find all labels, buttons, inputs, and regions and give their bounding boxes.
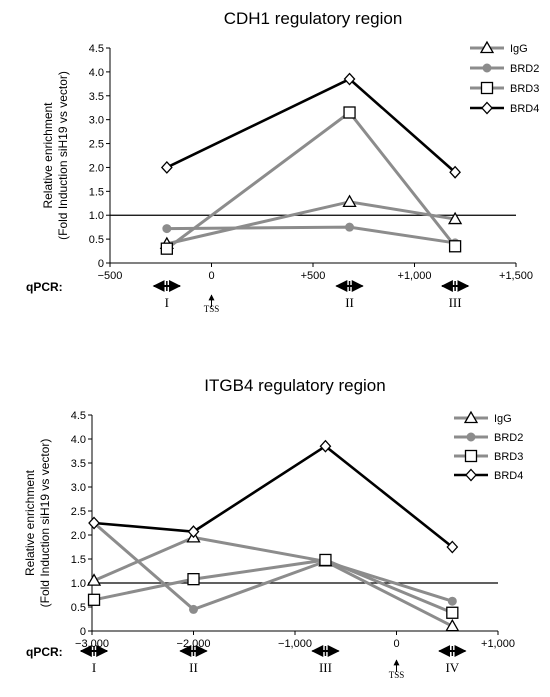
- legend-entry: BRD3: [510, 83, 539, 95]
- chart-title: ITGB4 regulatory region: [204, 376, 385, 395]
- data-point-igg: [447, 211, 463, 225]
- amplicon-label: III: [449, 295, 462, 310]
- y-tick-label: 1.5: [89, 186, 104, 198]
- x-tick-label: −500: [98, 270, 123, 282]
- x-tick-label: +1,000: [398, 270, 432, 282]
- legend-entry: BRD2: [494, 432, 523, 444]
- series-line-brd3: [93, 558, 453, 615]
- chart-2: ITGB4 regulatory region Relative enrichme…: [23, 376, 523, 680]
- y-tick-label: 2.0: [71, 530, 86, 542]
- qpcr-label: qPCR:: [26, 645, 63, 659]
- y-axis-label-line: (Fold Induction siH19 vs vector): [56, 71, 70, 240]
- data-point-brd3: [87, 593, 101, 606]
- amplicon-label: IV: [445, 660, 459, 675]
- data-point-brd3: [448, 240, 462, 253]
- x-tick-label: −3,000: [75, 638, 109, 650]
- amplicon-label: II: [189, 660, 198, 675]
- x-tick-label: +1,000: [481, 638, 515, 650]
- tss-label: TSS: [204, 304, 220, 314]
- y-axis-label-line: (Fold Induction siH19 vs vector): [38, 439, 52, 608]
- x-tick-label: +1,500: [499, 270, 533, 282]
- series-line-brd4: [93, 444, 454, 549]
- series-line-igg: [93, 535, 454, 628]
- legend-entry: BRD3: [494, 451, 523, 463]
- legend-marker: [466, 432, 476, 442]
- y-axis-label: Relative enrichment(Fold Induction siH19…: [23, 439, 52, 608]
- y-tick-label: 3.0: [89, 115, 104, 127]
- y-tick-label: 4.0: [89, 67, 104, 79]
- x-tick-label: −1,000: [278, 638, 312, 650]
- legend-entry: IgG: [494, 413, 512, 425]
- data-point-brd4: [449, 165, 461, 179]
- series-line-brd2: [93, 521, 453, 612]
- series-line-brd4: [166, 77, 456, 174]
- x-tick-label: 0: [208, 270, 214, 282]
- y-tick-label: 1.5: [71, 554, 86, 566]
- data-point-brd3: [187, 573, 200, 586]
- data-point-igg: [342, 194, 357, 207]
- y-tick-label: 2.5: [89, 139, 104, 151]
- tss-label: TSS: [389, 670, 405, 680]
- data-point-brd3: [160, 242, 173, 255]
- y-tick-label: 1.0: [71, 578, 86, 590]
- data-point-brd4: [160, 160, 173, 174]
- data-point-brd3: [343, 106, 356, 119]
- legend-entry: BRD2: [510, 63, 539, 75]
- legend-entry: IgG: [510, 43, 528, 55]
- y-tick-label: 4.5: [89, 43, 104, 55]
- legend-marker: [464, 449, 478, 463]
- amplicon-label: II: [345, 295, 354, 310]
- y-tick-label: 0.5: [89, 234, 104, 246]
- y-tick-label: 3.5: [89, 91, 104, 103]
- legend-marker: [479, 40, 495, 54]
- data-point-brd3: [319, 553, 332, 567]
- y-tick-label: 2.5: [71, 506, 86, 518]
- data-point-brd4: [343, 72, 356, 86]
- y-tick-label: 2.0: [89, 162, 104, 174]
- legend-marker: [465, 468, 477, 482]
- legend-entry: BRD4: [510, 103, 539, 115]
- amplicon-label: I: [92, 660, 96, 675]
- y-tick-label: 1.0: [89, 210, 104, 222]
- data-point-brd2: [189, 604, 198, 614]
- y-tick-label: 3.5: [71, 458, 86, 470]
- qpcr-label: qPCR:: [26, 280, 63, 294]
- y-axis-label-line: Relative enrichment: [23, 469, 37, 576]
- y-axis-label-line: Relative enrichment: [41, 102, 55, 209]
- y-tick-label: 4.0: [71, 434, 86, 446]
- data-point-brd4: [446, 540, 459, 554]
- y-tick-label: 0.5: [71, 602, 86, 614]
- legend-entry: BRD4: [494, 470, 523, 482]
- chart-title: CDH1 regulatory region: [224, 9, 403, 28]
- data-point-brd2: [345, 222, 355, 232]
- legend-marker: [463, 410, 479, 424]
- y-tick-label: 4.5: [71, 410, 86, 422]
- data-point-brd4: [88, 516, 100, 530]
- y-tick-label: 3.0: [71, 482, 86, 494]
- amplicon-label: I: [165, 295, 169, 310]
- chart-1: CDH1 regulatory region Relative enrichmen…: [26, 9, 539, 314]
- data-point-brd3: [446, 606, 459, 619]
- legend-marker: [481, 101, 493, 115]
- x-tick-label: 0: [393, 638, 399, 650]
- data-point-igg: [86, 573, 102, 586]
- legend-marker: [482, 63, 492, 73]
- x-tick-label: +500: [301, 270, 326, 282]
- y-tick-label: 0: [98, 258, 104, 270]
- amplicon-label: III: [319, 660, 332, 675]
- y-axis-label: Relative enrichment(Fold Induction siH19…: [41, 71, 70, 240]
- data-point-brd4: [319, 439, 332, 453]
- legend-marker: [480, 81, 494, 95]
- data-point-igg: [445, 618, 460, 632]
- data-point-brd2: [447, 596, 457, 606]
- data-point-brd4: [187, 525, 200, 539]
- y-tick-label: 0: [80, 626, 86, 638]
- data-point-brd2: [162, 224, 172, 234]
